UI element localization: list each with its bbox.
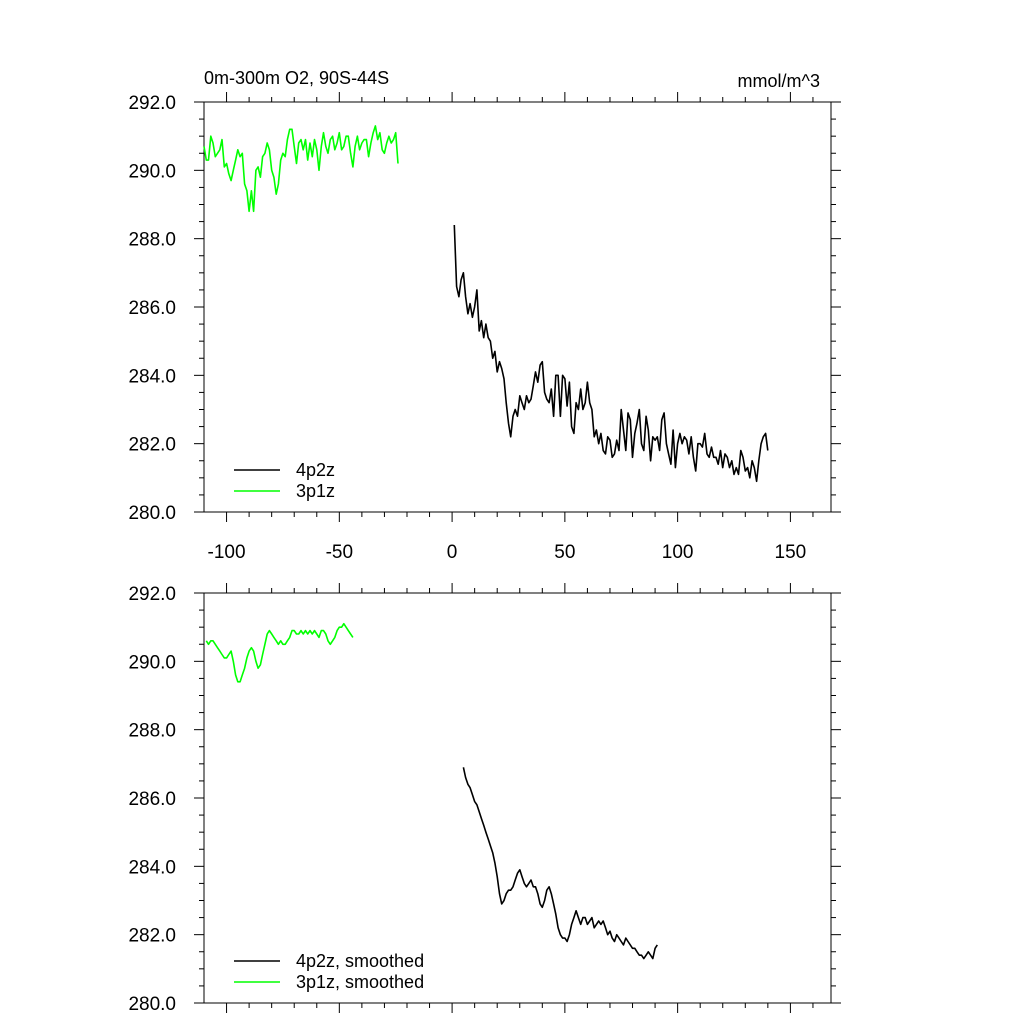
series-line-black bbox=[462, 767, 658, 960]
plot-frame bbox=[203, 101, 832, 513]
series-line-black bbox=[453, 224, 769, 483]
legend-label: 4p2z bbox=[296, 460, 335, 480]
x-tick-label: 100 bbox=[662, 542, 694, 563]
bottom-panel: 280.0 282.0 284.0 286.0 288.0 290.0 292.0 4p2z,… bbox=[128, 583, 841, 1015]
series-line-green bbox=[205, 622, 354, 683]
panel-title: 0m-300m O2, 90S-44S bbox=[204, 68, 389, 88]
y-tick-label: 284.0 bbox=[128, 366, 176, 387]
top-panel: 0m-300m O2, 90S-44S mmol/m^3 -100 -50 0 50 1… bbox=[128, 68, 841, 563]
legend-label: 3p1z bbox=[296, 481, 335, 501]
y-tick-label: 292.0 bbox=[128, 584, 176, 605]
y-tick-label: 288.0 bbox=[128, 721, 176, 742]
series-line-green bbox=[203, 125, 399, 213]
y-tick-label: 280.0 bbox=[128, 994, 176, 1015]
y-tick-label: 280.0 bbox=[128, 503, 176, 524]
y-tick-label: 290.0 bbox=[128, 161, 176, 182]
y-tick-label: 286.0 bbox=[128, 789, 176, 810]
y-tick-label: 282.0 bbox=[128, 435, 176, 456]
x-tick-label: -100 bbox=[208, 542, 246, 563]
y-tick-label: 292.0 bbox=[128, 93, 176, 114]
x-tick-label: 0 bbox=[447, 542, 458, 563]
y-tick-label: 284.0 bbox=[128, 857, 176, 878]
legend-label: 3p1z, smoothed bbox=[296, 972, 424, 992]
units-label: mmol/m^3 bbox=[738, 71, 820, 91]
x-tick-label: 50 bbox=[554, 542, 575, 563]
y-tick-label: 282.0 bbox=[128, 926, 176, 947]
y-tick-label: 288.0 bbox=[128, 230, 176, 251]
y-tick-label: 286.0 bbox=[128, 298, 176, 319]
plot-frame bbox=[203, 592, 832, 1004]
y-tick-label: 290.0 bbox=[128, 652, 176, 673]
x-tick-label: -50 bbox=[326, 542, 353, 563]
x-tick-label: 150 bbox=[775, 542, 807, 563]
legend-label: 4p2z, smoothed bbox=[296, 951, 424, 971]
